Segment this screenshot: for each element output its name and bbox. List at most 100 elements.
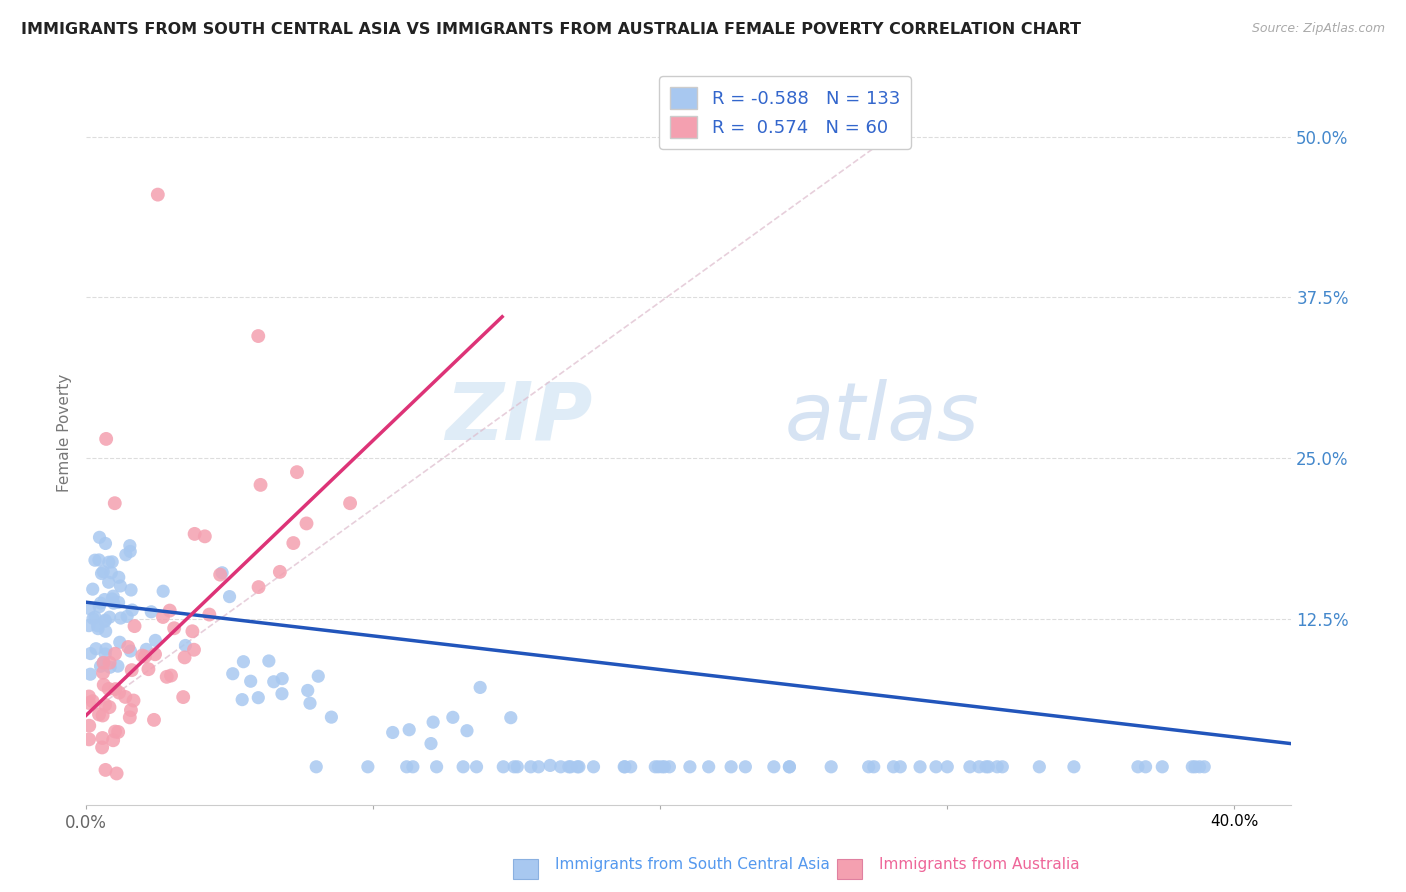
Point (97, 681, 120, 696)
Text: Source: ZipAtlas.com: Source: ZipAtlas.com (1251, 22, 1385, 36)
Point (613, 760, 636, 774)
Point (107, 595, 129, 609)
Point (87, 622, 110, 636)
Point (108, 635, 131, 649)
Point (720, 760, 742, 774)
Point (1188, 760, 1211, 774)
Point (104, 647, 127, 661)
Point (152, 584, 174, 599)
Point (143, 633, 166, 648)
Point (271, 687, 294, 701)
Point (91, 665, 114, 680)
Point (858, 760, 880, 774)
Point (156, 670, 179, 684)
Point (118, 539, 141, 553)
Text: Immigrants from South Central Asia: Immigrants from South Central Asia (555, 857, 831, 872)
Point (94, 624, 117, 639)
Point (820, 760, 842, 774)
Point (218, 590, 240, 604)
Point (882, 760, 904, 774)
Point (152, 610, 174, 624)
Point (159, 604, 181, 618)
Point (173, 650, 195, 665)
Point (110, 579, 132, 593)
Point (101, 555, 124, 569)
Point (298, 696, 321, 710)
Point (90, 566, 112, 581)
Point (925, 760, 948, 774)
Point (86, 619, 108, 633)
Point (654, 760, 676, 774)
Point (499, 711, 522, 725)
Point (89, 530, 111, 544)
Point (441, 710, 464, 724)
Point (263, 674, 285, 689)
Point (222, 666, 245, 681)
Point (977, 760, 1000, 774)
Point (97, 555, 120, 569)
Point (658, 760, 681, 774)
Point (1184, 760, 1206, 774)
Point (93, 678, 115, 692)
Point (974, 760, 997, 774)
Point (84, 641, 107, 656)
Point (936, 760, 959, 774)
Point (138, 662, 160, 676)
Point (295, 516, 318, 531)
Point (172, 690, 194, 704)
Point (582, 760, 605, 774)
Point (679, 760, 702, 774)
Point (651, 760, 673, 774)
Point (1126, 760, 1149, 774)
Point (91, 740, 114, 755)
Point (239, 674, 262, 689)
Point (283, 536, 305, 550)
Point (84, 553, 107, 567)
Point (986, 760, 1008, 774)
Point (232, 655, 254, 669)
Point (84, 610, 107, 624)
Point (122, 693, 145, 707)
Point (247, 329, 270, 343)
Point (79, 601, 101, 615)
Point (124, 619, 146, 633)
Point (96, 432, 118, 446)
Point (697, 760, 720, 774)
Point (889, 760, 911, 774)
Point (91, 565, 114, 579)
Point (101, 592, 124, 607)
Point (959, 760, 981, 774)
Point (160, 668, 183, 682)
Point (117, 640, 139, 654)
Point (269, 565, 291, 579)
Point (967, 760, 990, 774)
Point (107, 659, 129, 673)
Point (93, 656, 115, 670)
Point (381, 725, 404, 739)
Point (82, 611, 104, 625)
Y-axis label: Female Poverty: Female Poverty (58, 374, 72, 491)
Point (470, 681, 492, 695)
Point (402, 760, 425, 774)
Point (247, 580, 270, 594)
Point (422, 715, 444, 730)
Point (97, 575, 120, 590)
Point (143, 713, 166, 727)
Point (231, 692, 253, 706)
Point (183, 642, 205, 657)
Point (163, 621, 186, 635)
Point (103, 596, 125, 610)
Point (395, 760, 418, 774)
Point (104, 682, 127, 697)
Point (87, 707, 110, 722)
Text: IMMIGRANTS FROM SOUTH CENTRAL ASIA VS IMMIGRANTS FROM AUSTRALIA FEMALE POVERTY C: IMMIGRANTS FROM SOUTH CENTRAL ASIA VS IM… (21, 22, 1081, 37)
Point (734, 760, 756, 774)
Point (77, 696, 100, 710)
Point (94, 536, 117, 550)
Point (87, 553, 110, 567)
Point (174, 639, 197, 653)
Text: ZIP: ZIP (444, 378, 592, 457)
Point (93, 592, 115, 607)
Point (568, 760, 591, 774)
Point (249, 478, 271, 492)
